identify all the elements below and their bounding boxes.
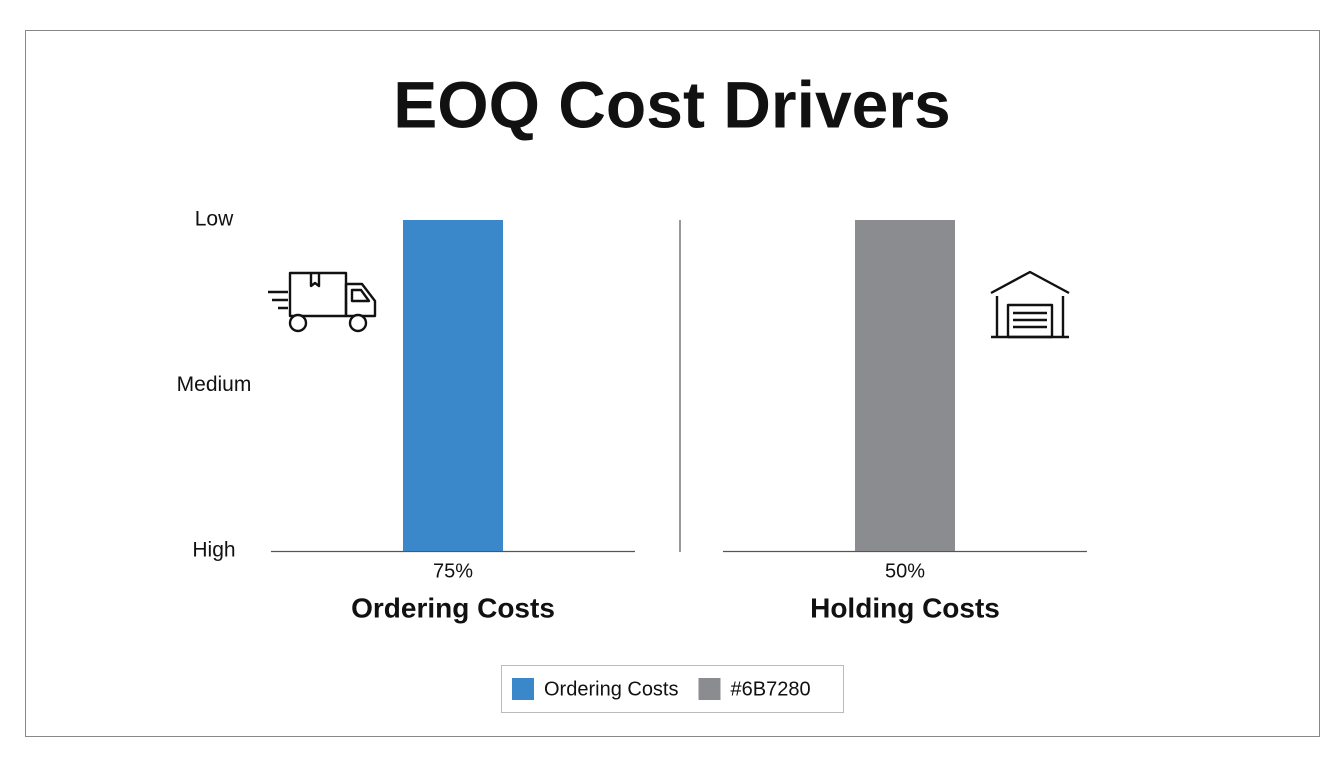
x-tick-label: Holding Costs	[810, 592, 1000, 623]
truck-icon	[268, 271, 377, 333]
bar	[855, 220, 955, 551]
legend-swatch	[512, 678, 534, 700]
legend-label: Ordering Costs	[544, 678, 679, 700]
y-tick-label: High	[192, 539, 235, 562]
legend-label: #6B7280	[731, 678, 811, 700]
y-tick-label: Low	[195, 208, 234, 231]
y-tick-label: Medium	[177, 373, 252, 396]
bar-label: 50%	[885, 560, 925, 582]
bar	[403, 220, 503, 551]
warehouse-icon	[990, 270, 1070, 339]
frame	[25, 30, 1320, 737]
x-tick-label: Ordering Costs	[351, 592, 555, 623]
legend-swatch	[698, 678, 721, 700]
legend-box	[501, 665, 844, 713]
chart-title: EOQ Cost Drivers	[393, 67, 951, 141]
bar-label: 75%	[433, 560, 473, 582]
